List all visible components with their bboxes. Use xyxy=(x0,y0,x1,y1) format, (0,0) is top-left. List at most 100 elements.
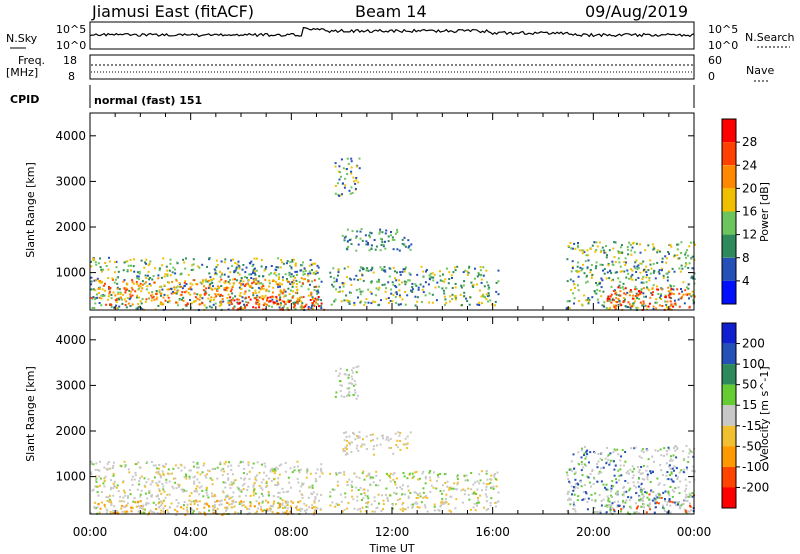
data-cell xyxy=(298,508,301,511)
data-cell xyxy=(231,500,234,503)
data-cell xyxy=(161,302,164,305)
data-cell xyxy=(343,471,346,474)
data-cell xyxy=(619,459,622,462)
data-cell xyxy=(278,273,280,276)
data-cell xyxy=(108,500,110,503)
data-cell xyxy=(238,489,241,492)
data-cell xyxy=(155,290,158,292)
data-cell xyxy=(691,451,694,454)
data-cell xyxy=(685,484,688,487)
colorbar-segment xyxy=(722,343,736,365)
data-cell xyxy=(401,270,404,273)
data-cell xyxy=(112,487,115,490)
data-cell xyxy=(233,479,236,482)
data-cell xyxy=(645,492,648,494)
data-cell xyxy=(118,500,121,503)
data-cell xyxy=(103,294,106,297)
y-tick-label: 4000 xyxy=(55,129,86,143)
data-cell xyxy=(196,500,199,503)
data-cell xyxy=(379,443,382,446)
data-cell xyxy=(401,242,404,245)
data-cell xyxy=(673,501,676,504)
data-cell xyxy=(113,505,116,508)
data-cell xyxy=(315,472,318,475)
data-cell xyxy=(381,238,383,241)
data-cell xyxy=(126,260,129,263)
data-cell xyxy=(431,293,434,296)
data-cell xyxy=(214,500,216,503)
data-cell xyxy=(224,289,227,291)
data-cell xyxy=(596,245,599,248)
data-cell xyxy=(152,295,155,298)
data-cell xyxy=(599,457,602,460)
data-cell xyxy=(269,470,272,473)
data-cell xyxy=(593,507,596,509)
data-cell xyxy=(265,298,268,301)
data-cell xyxy=(278,278,280,281)
data-cell xyxy=(615,291,618,294)
data-cell xyxy=(441,497,444,500)
data-cell xyxy=(205,486,208,489)
data-cell xyxy=(240,277,243,279)
data-cell xyxy=(275,283,278,285)
time-tick-label: 12:00 xyxy=(375,525,410,539)
data-cell xyxy=(132,282,135,285)
data-cell xyxy=(218,287,221,289)
data-cell xyxy=(590,493,593,496)
data-cell xyxy=(112,512,115,514)
data-cell xyxy=(115,260,118,263)
data-cell xyxy=(384,290,387,293)
data-cell xyxy=(143,266,146,269)
data-cell xyxy=(216,477,219,480)
data-cell xyxy=(183,261,186,264)
time-tick-labels: 00:00 04:00 08:00 12:00 16:00 20:00 00:00 xyxy=(73,525,712,539)
data-cell xyxy=(155,471,158,474)
data-cell xyxy=(183,501,186,504)
data-cell xyxy=(474,267,476,270)
data-cell xyxy=(411,291,414,293)
data-cell xyxy=(428,274,431,277)
data-cell xyxy=(454,488,457,491)
colorbar-tick-label: -200 xyxy=(742,480,769,494)
data-cell xyxy=(580,461,583,463)
data-cell xyxy=(359,293,362,296)
data-cell xyxy=(194,500,196,503)
data-cell xyxy=(424,475,427,478)
data-cell xyxy=(196,293,199,296)
data-cell xyxy=(245,266,248,269)
time-tick-label: 08:00 xyxy=(274,525,309,539)
data-cell xyxy=(578,270,581,273)
data-cell xyxy=(340,395,343,398)
data-cell xyxy=(668,292,671,295)
data-cell xyxy=(640,291,643,294)
data-cell xyxy=(573,493,576,496)
data-cell xyxy=(607,499,610,502)
data-cell xyxy=(390,288,392,291)
data-cell xyxy=(318,277,321,280)
data-cell xyxy=(155,482,158,484)
data-cell xyxy=(609,511,612,514)
data-cell xyxy=(461,501,464,504)
data-cell xyxy=(480,278,483,281)
data-cell xyxy=(686,286,688,289)
data-cell xyxy=(654,498,657,501)
data-cell xyxy=(428,277,431,280)
data-cell xyxy=(189,286,192,289)
data-cell xyxy=(307,496,310,499)
data-cell xyxy=(119,292,122,295)
data-cell xyxy=(648,302,651,305)
data-cell xyxy=(442,502,445,505)
data-cell xyxy=(572,503,575,506)
data-cell xyxy=(690,509,693,512)
data-cell xyxy=(345,446,347,449)
data-cell xyxy=(360,300,363,303)
data-cell xyxy=(380,509,383,512)
data-cell xyxy=(618,284,621,287)
data-cell xyxy=(623,270,626,273)
data-cell xyxy=(403,244,406,247)
data-cell xyxy=(155,504,157,506)
data-cell xyxy=(100,297,103,300)
data-cell xyxy=(240,287,243,290)
data-cell xyxy=(577,242,579,244)
data-cell xyxy=(254,512,257,515)
